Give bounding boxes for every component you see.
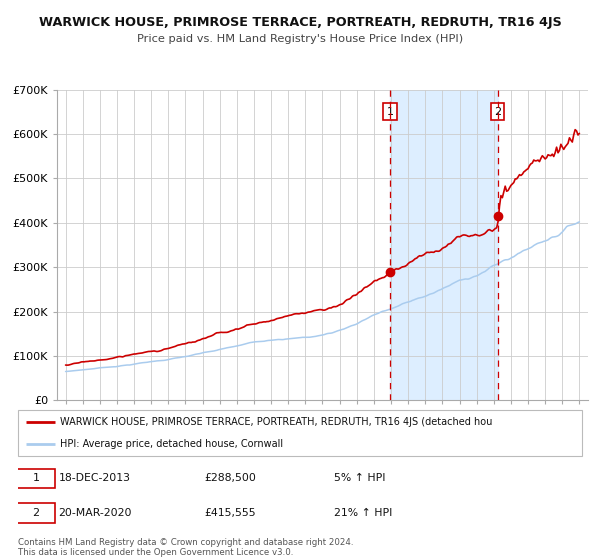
Text: 21% ↑ HPI: 21% ↑ HPI: [334, 508, 392, 518]
Text: 2: 2: [494, 107, 501, 117]
Text: 1: 1: [32, 473, 40, 483]
Bar: [391, 90, 497, 400]
Text: This data is licensed under the Open Government Licence v3.0.: This data is licensed under the Open Gov…: [18, 548, 293, 557]
Text: WARWICK HOUSE, PRIMROSE TERRACE, PORTREATH, REDRUTH, TR16 4JS (detached hou: WARWICK HOUSE, PRIMROSE TERRACE, PORTREA…: [60, 417, 493, 427]
Text: 1: 1: [387, 107, 394, 117]
FancyBboxPatch shape: [17, 503, 55, 522]
Text: WARWICK HOUSE, PRIMROSE TERRACE, PORTREATH, REDRUTH, TR16 4JS: WARWICK HOUSE, PRIMROSE TERRACE, PORTREA…: [38, 16, 562, 29]
FancyBboxPatch shape: [18, 410, 582, 456]
Text: 20-MAR-2020: 20-MAR-2020: [59, 508, 132, 518]
FancyBboxPatch shape: [17, 469, 55, 488]
Text: HPI: Average price, detached house, Cornwall: HPI: Average price, detached house, Corn…: [60, 439, 283, 449]
Text: 18-DEC-2013: 18-DEC-2013: [59, 473, 131, 483]
Text: £415,555: £415,555: [204, 508, 256, 518]
Text: 5% ↑ HPI: 5% ↑ HPI: [334, 473, 385, 483]
Text: 2: 2: [32, 508, 40, 518]
Text: Contains HM Land Registry data © Crown copyright and database right 2024.: Contains HM Land Registry data © Crown c…: [18, 538, 353, 547]
Text: Price paid vs. HM Land Registry's House Price Index (HPI): Price paid vs. HM Land Registry's House …: [137, 34, 463, 44]
Text: £288,500: £288,500: [204, 473, 256, 483]
